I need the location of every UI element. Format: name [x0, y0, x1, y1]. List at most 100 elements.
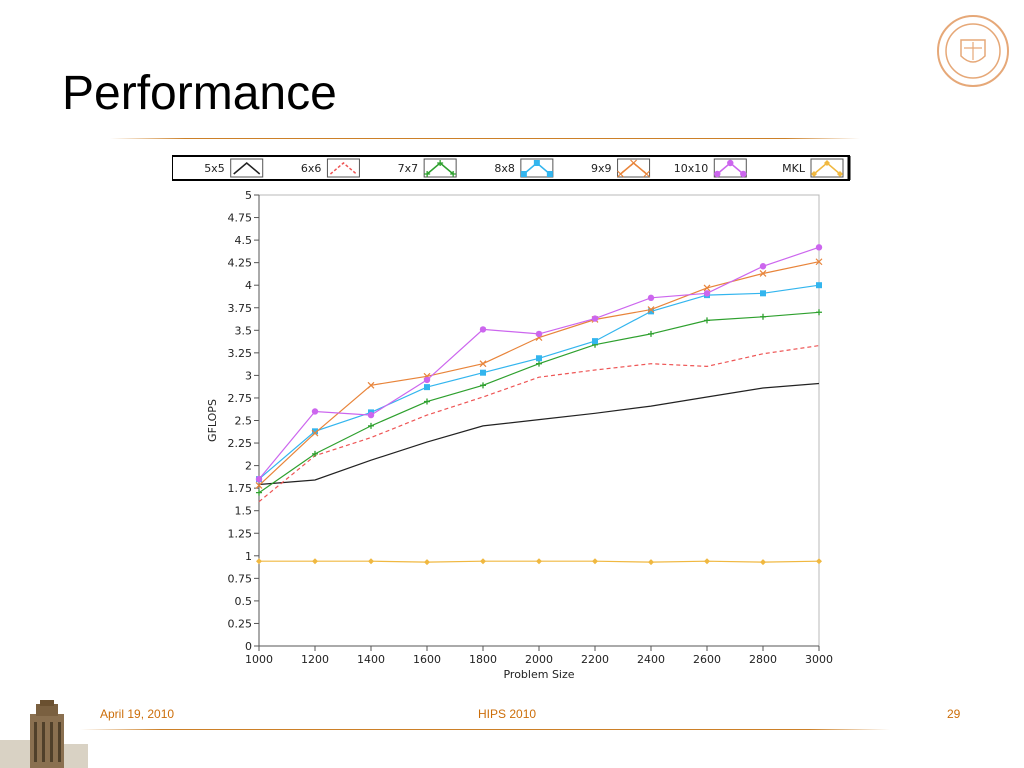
data-point	[424, 559, 430, 566]
data-point	[480, 382, 486, 389]
series-8x8	[256, 282, 822, 483]
university-seal-icon	[937, 15, 1009, 87]
data-point	[312, 450, 318, 457]
data-point	[536, 360, 542, 367]
data-point	[479, 326, 487, 333]
y-tick-label: 3.25	[228, 347, 253, 360]
y-tick-label: 0.25	[228, 617, 253, 630]
y-tick-label: 0	[245, 640, 252, 653]
data-point	[311, 429, 319, 437]
series-6x6	[258, 345, 820, 503]
y-axis-label: GFLOPS	[206, 399, 219, 442]
data-point	[592, 558, 598, 565]
data-point	[647, 306, 655, 313]
data-point	[424, 398, 430, 405]
data-point	[480, 558, 486, 565]
legend-marker	[740, 170, 747, 178]
y-tick-label: 1.25	[228, 527, 253, 540]
x-tick-label: 2000	[525, 653, 553, 666]
data-point	[368, 558, 374, 565]
y-tick-label: 0.75	[228, 572, 253, 585]
data-point	[759, 270, 767, 277]
series-7x7	[256, 309, 822, 496]
data-point	[536, 558, 542, 565]
data-point	[760, 313, 766, 320]
y-tick-label: 1.75	[228, 482, 253, 495]
data-point	[760, 559, 766, 566]
data-point	[760, 290, 766, 297]
data-point	[255, 475, 263, 483]
legend-marker	[450, 171, 457, 177]
legend-marker	[811, 171, 817, 177]
y-tick-label: 3.5	[235, 324, 253, 337]
legend-label: 10x10	[674, 162, 709, 175]
data-point	[423, 376, 431, 384]
x-tick-label: 1400	[357, 653, 385, 666]
series-10x10	[255, 244, 823, 483]
data-point	[367, 411, 375, 419]
y-tick-label: 4	[245, 279, 252, 292]
data-point	[704, 317, 710, 324]
data-point	[536, 355, 542, 362]
data-point	[480, 369, 486, 376]
legend-marker	[643, 170, 650, 178]
title-divider	[110, 138, 860, 139]
data-point	[592, 338, 598, 345]
legend-marker	[714, 170, 721, 178]
data-point	[312, 558, 318, 565]
data-point	[479, 360, 487, 368]
data-point	[815, 258, 823, 266]
legend-marker	[546, 171, 553, 177]
series-line	[258, 284, 820, 480]
x-tick-label: 2400	[637, 653, 665, 666]
data-point	[816, 309, 822, 316]
x-axis-label: Problem Size	[503, 668, 574, 681]
x-tick-label: 1600	[413, 653, 441, 666]
data-point	[759, 263, 767, 270]
legend-swatch	[617, 158, 651, 178]
y-tick-label: 3	[245, 369, 252, 382]
y-tick-label: 1	[245, 550, 252, 563]
x-tick-label: 1000	[245, 653, 273, 666]
legend-marker	[617, 170, 624, 178]
series-line	[258, 345, 820, 503]
footer-divider	[80, 729, 890, 730]
legend-label: 9x9	[591, 162, 612, 175]
data-point	[256, 558, 262, 565]
legend-swatch	[423, 158, 457, 178]
footer-conference: HIPS 2010	[478, 707, 537, 721]
data-point	[255, 482, 263, 489]
y-tick-label: 4.25	[228, 257, 253, 270]
data-point	[703, 284, 711, 292]
y-tick-label: 2	[245, 460, 252, 473]
data-point	[256, 489, 262, 496]
plot-frame	[258, 194, 820, 647]
data-point	[648, 559, 654, 566]
legend-label: MKL	[782, 162, 806, 175]
legend-marker	[520, 171, 527, 177]
page-number: 29	[947, 707, 961, 721]
legend-marker	[437, 160, 444, 166]
legend-swatch	[230, 158, 264, 178]
x-tick-label: 2200	[581, 653, 609, 666]
legend-label: 5x5	[204, 162, 225, 175]
data-point	[647, 294, 655, 302]
y-tick-label: 1.5	[235, 505, 253, 518]
data-point	[311, 408, 319, 415]
footer-date: April 19, 2010	[100, 707, 175, 721]
data-point	[368, 422, 374, 429]
chart-legend: 5x5 6x6 7x7 8x8 9x9 10x10 MKL	[171, 155, 851, 181]
data-point	[816, 558, 822, 565]
legend-swatch	[810, 158, 844, 178]
x-tick-label: 3000	[805, 653, 833, 666]
legend-marker	[533, 160, 540, 166]
legend-label: 8x8	[494, 162, 515, 175]
series-5x5	[258, 382, 820, 486]
data-point	[648, 330, 654, 337]
chart-svg: 5x5 6x6 7x7 8x8 9x9 10x10 MKL 0 0.25 0.5 0.75 1 1.25…	[171, 155, 851, 681]
legend-marker	[824, 160, 830, 166]
data-point	[648, 308, 654, 315]
legend-label: 6x6	[301, 162, 322, 175]
legend-label: 7x7	[398, 162, 419, 175]
legend-swatch	[713, 158, 747, 178]
